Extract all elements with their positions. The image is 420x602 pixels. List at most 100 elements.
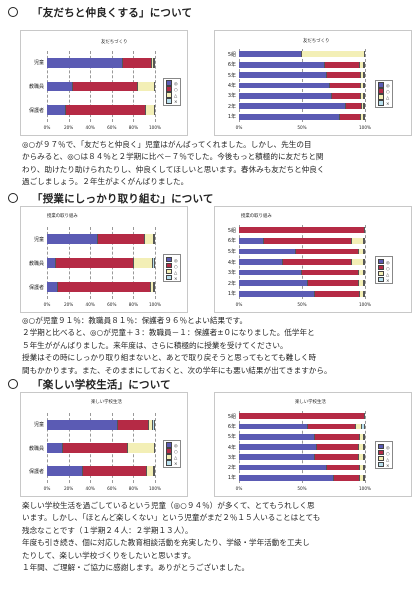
section-paragraph-friends: ◎○が９７％で、「友だちと仲良く」児童はがんばってくれました。しかし、先生の目 …	[22, 140, 325, 187]
chart-tick-label: 40%	[85, 302, 95, 307]
chart-bar-segment	[283, 259, 353, 265]
chart-bar-segment	[153, 57, 155, 68]
chart-tick-label: 0%	[235, 302, 243, 307]
chart-bar-segment	[153, 466, 155, 477]
chart-bar-row	[47, 105, 155, 116]
legend-swatch	[166, 460, 172, 466]
legend-swatch	[378, 270, 384, 277]
legend-label: ×	[386, 462, 390, 468]
chart-category-label: 保護者	[28, 107, 44, 114]
chart-tick-label: 0%	[43, 125, 51, 130]
legend-swatch	[378, 264, 384, 271]
chart-bar-segment	[339, 113, 362, 120]
legend-item: ×	[166, 98, 178, 104]
chart-tick-label: 40%	[85, 486, 95, 491]
legend-label: △	[174, 93, 178, 99]
section-heading-school-life: 「楽しい学校生活」について	[8, 377, 171, 392]
chart-bar-row	[239, 93, 365, 99]
chart-tick-label: 60%	[107, 486, 117, 491]
chart-bar-segment	[152, 257, 155, 269]
legend-item: △	[378, 455, 390, 462]
chart-category-label: 児童	[33, 60, 44, 67]
legend-item: △	[166, 92, 177, 98]
legend-label: ×	[174, 99, 178, 105]
legend-label: △	[386, 271, 390, 277]
chart-tick-label: 0%	[235, 486, 243, 491]
legend-item: ○	[378, 88, 390, 94]
chart-tick-label: 80%	[128, 302, 139, 307]
chart-bar-row	[239, 454, 365, 461]
chart-tick-label: 100%	[359, 486, 371, 491]
chart-lessons-groups: 授業の取り組み 0% 20% 40% 60% 80% 100% 児童 教職員 保護者 ◎ ○ △ ×	[20, 206, 188, 313]
legend-swatch	[166, 256, 172, 263]
chart-bar-segment	[239, 475, 334, 481]
chart-bar-segment	[352, 237, 364, 244]
chart-category-label: 6年	[227, 423, 236, 430]
chart-bar-row	[239, 475, 365, 481]
chart-bar-row	[47, 257, 155, 269]
chart-bar-row	[239, 433, 365, 440]
chart-bar-segment	[239, 269, 302, 276]
chart-bar-segment	[239, 72, 328, 78]
chart-bar-segment	[363, 269, 365, 276]
chart-bar-row	[239, 248, 365, 255]
legend-label: ◎	[174, 81, 178, 87]
chart-bar-segment	[239, 413, 365, 419]
chart-bar-row	[239, 51, 365, 58]
chart-school-life-grades: 楽しい学校生活 0% 50% 100% 5組 6年 5年 4年 3年 2年 1年 ◎ ○ △ ×	[214, 392, 412, 497]
chart-bar-segment	[359, 290, 364, 297]
chart-gridline	[155, 413, 156, 483]
chart-bar-segment	[47, 419, 119, 430]
legend-label: △	[174, 269, 178, 275]
chart-legend: ◎ ○ △ ×	[375, 441, 393, 470]
legend-label: ○	[174, 87, 178, 93]
chart-bar-row	[47, 281, 155, 293]
chart-bar-segment	[302, 269, 359, 276]
legend-swatch	[378, 461, 384, 468]
legend-swatch	[166, 442, 172, 448]
chart-bar-segment	[327, 72, 362, 78]
legend-item: △	[166, 454, 177, 460]
legend-item: ○	[378, 449, 390, 456]
chart-bar-segment	[363, 72, 365, 78]
chart-bar-row	[239, 290, 365, 297]
legend-label: ×	[174, 275, 178, 281]
legend-item: ○	[166, 86, 178, 92]
chart-bar-segment	[47, 81, 73, 92]
chart-bar-segment	[239, 82, 330, 89]
legend-item: △	[166, 268, 178, 275]
chart-bar-segment	[361, 113, 364, 120]
chart-gridline	[155, 51, 156, 122]
chart-bar-segment	[145, 233, 154, 245]
chart-bar-segment	[363, 464, 365, 471]
legend-label: △	[386, 456, 390, 462]
legend-swatch	[166, 448, 172, 454]
legend-item: ○	[166, 262, 178, 269]
chart-bar-segment	[363, 82, 365, 89]
chart-bar-segment	[153, 233, 155, 245]
chart-bar-segment	[118, 419, 149, 430]
chart-bar-segment	[239, 103, 347, 110]
chart-bar-segment	[356, 423, 363, 430]
chart-tick-label: 40%	[85, 125, 95, 130]
chart-bar-segment	[239, 61, 325, 68]
chart-bar-segment	[47, 257, 56, 269]
chart-bar-row	[47, 81, 155, 92]
chart-bar-segment	[47, 105, 67, 116]
section-heading-friends: 「友だちと仲良くする」について	[8, 5, 192, 20]
chart-bar-segment	[363, 280, 365, 287]
chart-bar-segment	[239, 423, 309, 430]
legend-swatch	[166, 274, 172, 281]
chart-bar-segment	[362, 423, 365, 430]
chart-bar-segment	[359, 475, 364, 481]
chart-bar-segment	[329, 82, 362, 89]
legend-label: ×	[386, 277, 390, 283]
legend-label: ◎	[174, 443, 178, 449]
chart-bar-row	[239, 413, 365, 419]
chart-bar-segment	[239, 454, 315, 461]
chart-bar-segment	[363, 93, 365, 99]
legend-swatch	[166, 86, 172, 92]
chart-tick-label: 100%	[149, 125, 161, 130]
legend-swatch	[378, 258, 384, 265]
legend-item: △	[378, 270, 390, 277]
